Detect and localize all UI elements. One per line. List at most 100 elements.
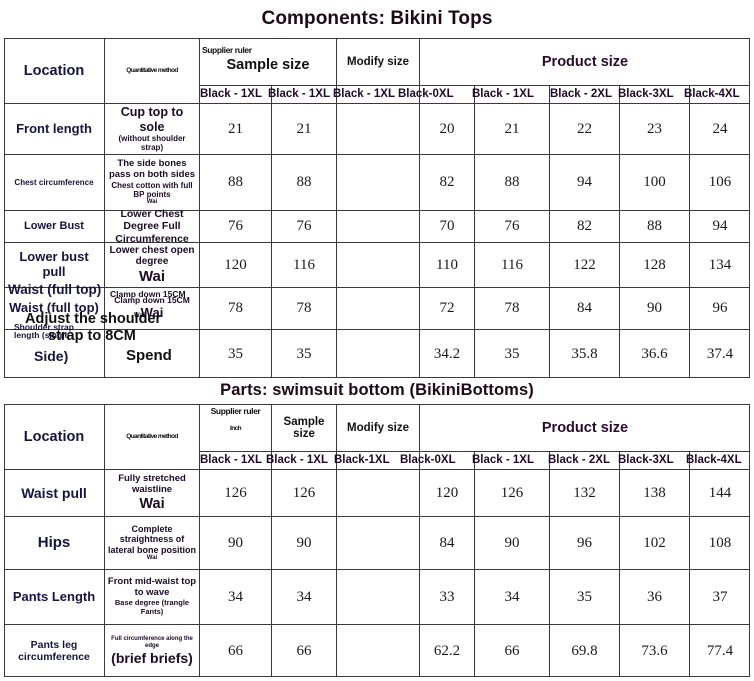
value-cell-bottom-0-0: 126 [200, 470, 272, 517]
value-bottom-2-3: 33 [439, 588, 455, 605]
value-cell-top-4-2 [337, 288, 420, 330]
value-top-5-3: 34.2 [433, 345, 461, 362]
value-cell-top-2-2 [337, 211, 420, 243]
value-bottom-3-5: 69.8 [571, 642, 598, 659]
row-method-line-bottom-2-0: Front mid-waist top to wave [107, 576, 197, 599]
row-location-2: Lower Bust [4, 211, 105, 243]
row-method-bottom-1: Complete straightness of lateral bone po… [105, 517, 200, 570]
value-top-0-7: 24 [712, 120, 728, 137]
value-top-3-6: 128 [643, 256, 666, 273]
value-cell-bottom-1-0: 90 [200, 517, 272, 570]
row-location-bottom-0: Waist pull [4, 470, 105, 517]
row-location-bottom-2: Pants Length [4, 570, 105, 625]
row-method-line-bottom-2-2: Fants) [140, 606, 164, 616]
value-top-5-6: 36.6 [641, 345, 668, 362]
value-top-0-1: 21 [296, 120, 312, 137]
value-bottom-0-1: 126 [292, 484, 316, 501]
row-location-bottom-3: Pants leg circumference [4, 625, 105, 677]
row-location-label-3: Lower bust pull [19, 249, 89, 279]
bottom-section-title: Parts: swimsuit bottom (BikiniBottoms) [220, 381, 534, 399]
value-cell-top-5-5: 35.8 [550, 330, 620, 378]
value-top-2-6: 88 [647, 218, 662, 234]
row-location-bottom-1: Hips [4, 517, 105, 570]
value-cell-top-3-4: 116 [475, 243, 550, 288]
row-location-3: Lower bust pull [4, 243, 105, 288]
value-top-3-0: 120 [224, 256, 247, 273]
row-location-4: Waist (full top) [4, 288, 105, 330]
value-bottom-1-7: 108 [708, 534, 732, 551]
value-top-2-0: 76 [228, 218, 243, 234]
value-cell-top-0-6: 23 [620, 104, 690, 155]
value-cell-bottom-1-3: 84 [420, 517, 475, 570]
value-cell-top-0-2 [337, 104, 420, 155]
value-cell-bottom-2-0: 34 [200, 570, 272, 625]
value-cell-bottom-2-3: 33 [420, 570, 475, 625]
row-location-label-2: Lower Bust [24, 220, 84, 233]
row-location-label-4: Waist (full top) [9, 300, 99, 316]
value-cell-bottom-2-7: 37 [690, 570, 750, 625]
value-cell-bottom-3-0: 66 [200, 625, 272, 677]
value-cell-top-4-0: 78 [200, 288, 272, 330]
row-method-line-1-0: The side bones pass on both sides [108, 157, 196, 180]
value-bottom-2-5: 35 [577, 588, 592, 605]
header-method-bottom: Quantitative method [105, 404, 200, 470]
row-method-5 [105, 330, 200, 378]
value-cell-bottom-0-7: 144 [690, 470, 750, 517]
value-cell-top-3-1: 116 [272, 243, 337, 288]
value-cell-bottom-2-4: 34 [475, 570, 550, 625]
value-top-3-1: 116 [293, 256, 315, 273]
value-bottom-3-4: 66 [504, 642, 520, 659]
value-cell-bottom-2-6: 36 [620, 570, 690, 625]
row-method-line-0-1: (without shoulder strap) [118, 134, 186, 153]
value-cell-bottom-3-5: 69.8 [550, 625, 620, 677]
value-top-1-3: 82 [439, 174, 455, 190]
row-location-label-0: Front length [16, 120, 92, 136]
header-size-cell-5 [550, 86, 620, 104]
header-size-cell-1 [272, 86, 337, 104]
row-method-line-bottom-0-0: Fully stretched waistline [118, 472, 186, 495]
value-cell-top-2-3: 70 [420, 211, 475, 243]
row-method-line-0-0: Cup top to sole [120, 105, 184, 134]
value-bottom-3-3: 62.2 [433, 642, 461, 659]
value-top-2-3: 70 [439, 218, 455, 234]
value-top-4-1: 78 [296, 300, 312, 316]
value-bottom-3-6: 73.6 [641, 642, 668, 659]
value-cell-bottom-1-6: 102 [620, 517, 690, 570]
header-size-cell-bottom-6 [620, 452, 690, 470]
value-cell-bottom-1-1: 90 [272, 517, 337, 570]
bikini-tops-table [4, 38, 750, 378]
value-cell-bottom-1-7: 108 [690, 517, 750, 570]
value-bottom-1-6: 102 [643, 534, 666, 551]
header-location-bottom: Location [4, 404, 105, 470]
header-modify-size: Modify size [337, 38, 420, 86]
row-method-4: Clamp down 15CM Wai [105, 288, 200, 330]
value-top-4-5: 84 [577, 300, 592, 316]
value-bottom-3-1: 66 [296, 642, 312, 659]
value-cell-top-4-5: 84 [550, 288, 620, 330]
value-cell-top-2-1: 76 [272, 211, 337, 243]
value-cell-bottom-2-1: 34 [272, 570, 337, 625]
value-cell-top-0-5: 22 [550, 104, 620, 155]
value-cell-top-1-5: 94 [550, 155, 620, 211]
value-cell-top-4-4: 78 [475, 288, 550, 330]
header-size-cell-bottom-3 [420, 452, 475, 470]
header-size-cell-3 [420, 86, 475, 104]
value-top-1-7: 106 [708, 174, 732, 190]
value-cell-top-2-0: 76 [200, 211, 272, 243]
header-modify-size-bottom: Modify size [337, 404, 420, 452]
value-top-5-1: 35 [296, 345, 312, 362]
value-top-3-7: 134 [708, 256, 732, 273]
value-cell-top-0-3: 20 [420, 104, 475, 155]
value-cell-top-3-3: 110 [420, 243, 475, 288]
value-cell-top-2-4: 76 [475, 211, 550, 243]
header-sample-size-label: Sample size [226, 56, 310, 73]
row-method-line-4-0: Clamp down 15CM [114, 295, 190, 306]
row-method-line-3-0: Lower chest open degree [109, 244, 195, 268]
header-sample-size-label-bottom: Sample size [283, 415, 325, 440]
value-cell-top-5-3: 34.2 [420, 330, 475, 378]
header-method-label-bottom: Quantitative method [126, 433, 178, 440]
value-top-1-0: 88 [228, 174, 243, 190]
row-method-3: Lower chest open degree Wai [105, 243, 200, 288]
value-cell-top-3-7: 134 [690, 243, 750, 288]
header-modify-size-label: Modify size [347, 55, 409, 68]
